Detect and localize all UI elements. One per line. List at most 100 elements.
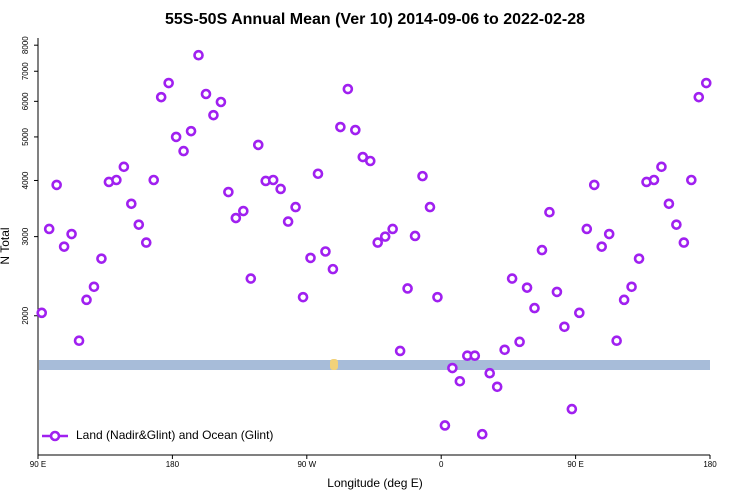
data-point [297, 291, 309, 303]
data-point [387, 223, 398, 235]
data-point [163, 77, 174, 89]
data-point [267, 174, 279, 186]
y-tick-label: 7000 [21, 62, 30, 80]
data-point [484, 367, 496, 379]
data-point [574, 307, 585, 319]
data-point [544, 206, 555, 218]
data-point [476, 428, 488, 440]
data-point [148, 174, 160, 186]
data-point [118, 161, 130, 173]
data-point [111, 174, 122, 186]
y-tick-label: 2000 [21, 306, 30, 324]
data-point [603, 228, 615, 240]
data-point [43, 223, 55, 235]
data-point [66, 228, 77, 240]
data-point [252, 139, 264, 151]
y-tick-label: 5000 [21, 127, 30, 145]
data-point [633, 253, 645, 264]
data-point [618, 294, 630, 306]
map-strip [39, 360, 710, 370]
x-axis-label: Longitude (deg E) [327, 476, 422, 490]
data-point [364, 155, 376, 167]
y-tick-label: 3000 [21, 227, 30, 245]
chart-title: 55S-50S Annual Mean (Ver 10) 2014-09-06 … [165, 11, 585, 28]
data-point [178, 145, 189, 157]
data-point [223, 186, 234, 198]
data-point [700, 77, 712, 89]
y-tick-label: 4000 [21, 171, 30, 189]
data-point [230, 212, 242, 224]
data-point [36, 307, 48, 319]
data-point [559, 321, 570, 333]
data-point [96, 253, 107, 264]
data-point [88, 281, 100, 293]
data-point [596, 241, 608, 252]
data-point [215, 96, 227, 108]
data-point [626, 281, 637, 293]
data-point [305, 252, 316, 264]
x-tick-label: 90 E [30, 460, 46, 469]
data-point [200, 88, 212, 100]
data-point [432, 291, 443, 303]
data-point [514, 336, 525, 348]
data-point [521, 282, 533, 293]
data-point [417, 170, 428, 182]
data-point [155, 91, 167, 103]
x-tick-label: 90 E [567, 460, 583, 469]
x-tick-label: 90 W [297, 460, 316, 469]
data-point [193, 49, 204, 61]
data-point [327, 263, 339, 275]
data-point [693, 91, 705, 103]
data-point [678, 237, 690, 248]
data-point [350, 124, 361, 136]
data-point [491, 381, 503, 393]
data-point [402, 283, 413, 294]
data-point [536, 244, 548, 256]
data-point [506, 273, 518, 284]
data-point [439, 420, 451, 431]
x-tick-label: 0 [439, 460, 444, 469]
data-point [245, 273, 257, 284]
data-point [469, 350, 481, 361]
data-point [170, 131, 182, 143]
data-point [320, 246, 331, 257]
data-point [686, 174, 697, 186]
legend-label: Land (Nadir&Glint) and Ocean (Glint) [76, 428, 273, 442]
data-point [409, 230, 421, 242]
y-tick-label: 6000 [21, 92, 30, 110]
data-point [73, 335, 85, 347]
data-point [611, 335, 622, 347]
data-point [566, 403, 578, 415]
data-point [447, 362, 458, 374]
data-point [290, 201, 301, 213]
data-point [238, 205, 249, 217]
data-point [454, 375, 466, 387]
data-point [671, 219, 682, 230]
map-land [330, 359, 338, 370]
x-tick-label: 180 [166, 460, 180, 469]
data-point [648, 174, 660, 186]
data-point [185, 125, 197, 137]
data-point [394, 345, 406, 357]
data-point [58, 241, 70, 252]
data-point [133, 219, 145, 230]
data-point [588, 179, 600, 191]
data-point [208, 109, 219, 121]
data-point [656, 161, 667, 173]
data-point [126, 198, 137, 210]
data-point [81, 294, 92, 306]
data-point [342, 83, 354, 95]
data-point [499, 344, 510, 356]
data-point [581, 223, 593, 235]
data-point [312, 168, 324, 180]
data-point [379, 231, 391, 242]
data-point [663, 198, 675, 210]
data-point [529, 302, 540, 314]
legend-marker [49, 430, 61, 442]
data-point [372, 237, 384, 248]
data-point [51, 179, 62, 191]
data-point [282, 216, 294, 227]
data-point [275, 183, 286, 195]
data-point [551, 286, 563, 298]
